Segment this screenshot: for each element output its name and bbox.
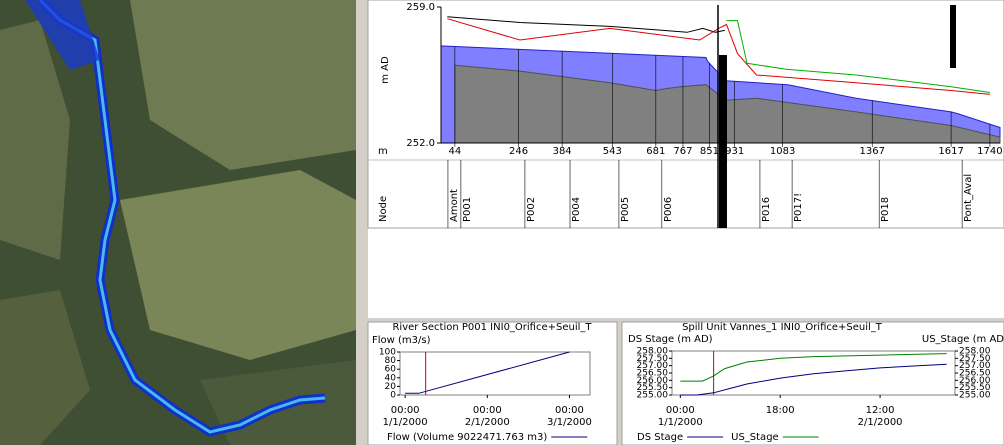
y-tick-label: 256.50 (637, 369, 669, 379)
river-flow (38, 0, 326, 434)
water-level-line (447, 18, 990, 95)
y2-tick-label: 258.00 (959, 347, 991, 357)
x-tick-label: 00:00 (666, 405, 695, 416)
x-tick-label: 00:00 (555, 405, 584, 416)
plot-frame (399, 351, 591, 396)
node-label: P005 (620, 197, 631, 222)
map-field (130, 0, 356, 170)
node-label: P016 (761, 197, 772, 222)
legend-label: US_Stage (731, 432, 779, 443)
y-tick-label: 20 (385, 382, 397, 392)
node-label: P006 (663, 197, 674, 222)
y-tick-label: 256.00 (637, 376, 669, 386)
x-tick-label: 2/1/2000 (858, 417, 903, 428)
x-tick-label: 1/1/2000 (658, 417, 703, 428)
y2-tick-label: 257.50 (959, 354, 991, 364)
x-tick-label: 1083 (770, 146, 795, 157)
y2-tick-label: 257.00 (959, 361, 991, 371)
node-row-label: Node (378, 196, 389, 222)
node-label: Amont (449, 189, 460, 222)
map-field (0, 290, 90, 445)
y2-tick-label: 256.00 (959, 376, 991, 386)
x-tick-label: 1617 (938, 146, 963, 157)
series-line (680, 363, 947, 396)
series-line (405, 351, 570, 394)
legend-label: Flow (Volume 9022471.763 m3) (387, 432, 547, 443)
y-tick-label: 100 (379, 348, 396, 358)
x-tick-label: 246 (509, 146, 528, 157)
y-tick-label: 257.50 (637, 354, 669, 364)
node-label: Pont_Aval (963, 174, 974, 222)
map-field (120, 170, 356, 360)
chart-title: River Section P001 INI0_Orifice+Seuil_T (392, 322, 592, 333)
series-line (680, 353, 947, 382)
x-tick-label: 00:00 (473, 405, 502, 416)
y2-tick-label: 256.50 (959, 369, 991, 379)
x-tick-label: 767 (673, 146, 692, 157)
x-tick-label: 18:00 (766, 405, 795, 416)
flood-extent (25, 0, 100, 70)
flow-panel[interactable] (367, 321, 618, 445)
y2-axis-label: US_Stage (m AD (922, 334, 1004, 345)
node-label: P002 (526, 197, 537, 222)
y-tick-label: 0 (390, 391, 396, 401)
profile-panel-blank (368, 228, 1004, 318)
x-tick-label: 1/1/2000 (383, 417, 428, 428)
stage-panel[interactable] (621, 321, 1004, 445)
y-tick-label: 40 (385, 373, 397, 383)
x-tick-label: 44 (449, 146, 462, 157)
y-tick-label: 60 (385, 365, 397, 375)
x-tick-label: 851 (700, 146, 719, 157)
y-tick-label: 258.00 (637, 347, 669, 357)
node-label: P004 (571, 197, 582, 222)
x-axis-label: m (378, 146, 388, 157)
legend-label: DS Stage (637, 432, 683, 443)
water-level-line (726, 20, 990, 93)
chart-title: Spill Unit Vannes_1 INI0_Orifice+Seuil_T (682, 322, 883, 333)
y2-tick-label: 255.50 (959, 383, 991, 393)
x-tick-label: 2/1/2000 (465, 417, 510, 428)
x-tick-label: 931 (725, 146, 744, 157)
marker-bar (950, 5, 956, 68)
y-axis-label: m AD (380, 56, 391, 84)
map-field (0, 20, 70, 260)
x-tick-label: 1367 (860, 146, 885, 157)
x-tick-label: 3/1/2000 (547, 417, 592, 428)
x-tick-label: 384 (553, 146, 572, 157)
y-tick-label: 80 (385, 356, 397, 366)
y2-tick-label: 255.00 (959, 391, 991, 401)
x-tick-label: 681 (646, 146, 665, 157)
node-label: P018 (880, 197, 891, 222)
y-tick-label: 259.0 (406, 2, 435, 13)
cursor-bar (719, 55, 727, 228)
y-tick-label: 257.00 (637, 361, 669, 371)
y-tick-label: 255.00 (637, 391, 669, 401)
y-tick-label: 255.50 (637, 383, 669, 393)
y-axis-label: DS Stage (m AD) (628, 334, 713, 345)
map-view[interactable] (0, 0, 356, 445)
x-tick-label: 543 (603, 146, 622, 157)
x-tick-label: 1740 (977, 146, 1002, 157)
node-label: P017! (793, 193, 804, 222)
x-tick-label: 00:00 (391, 405, 420, 416)
y-axis-label: Flow (m3/s) (372, 335, 431, 346)
y-tick-label: 252.0 (406, 138, 435, 149)
node-label: P001 (462, 197, 473, 222)
x-tick-label: 12:00 (866, 405, 895, 416)
